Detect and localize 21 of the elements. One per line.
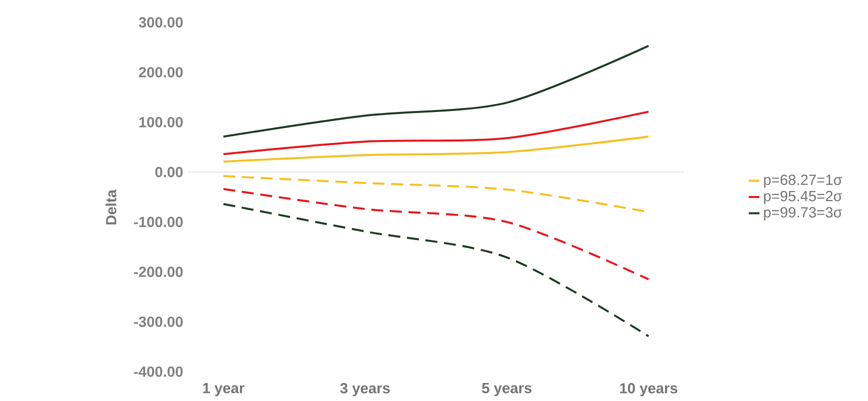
y-tick-label: 100.00 (139, 116, 183, 128)
y-axis-title: Delta (106, 189, 116, 224)
y-tick-label: 0.00 (155, 166, 183, 178)
y-tick-label: -200.00 (134, 266, 183, 278)
legend-label: p=68.27=1σ (764, 174, 842, 188)
line-series (222, 188, 650, 280)
y-tick-label: -400.00 (134, 366, 183, 377)
y-tick-label: -100.00 (134, 216, 183, 228)
line-series (222, 44, 650, 138)
y-tick-label: 300.00 (138, 17, 183, 28)
y-tick-label: -300.00 (134, 316, 183, 327)
x-tick-label: 1 year (203, 383, 244, 396)
x-tick-label: 5 years (482, 383, 532, 396)
line-series (222, 110, 650, 156)
y-tick-label: 200.00 (138, 67, 183, 78)
legend-label: p=99.73=3σ (764, 207, 842, 220)
line-series (222, 136, 650, 163)
line-series (222, 202, 650, 338)
legend-label: p=95.45=2σ (764, 190, 842, 204)
x-tick-label: 3 years (340, 383, 390, 396)
x-tick-label: 10 years (620, 383, 678, 396)
